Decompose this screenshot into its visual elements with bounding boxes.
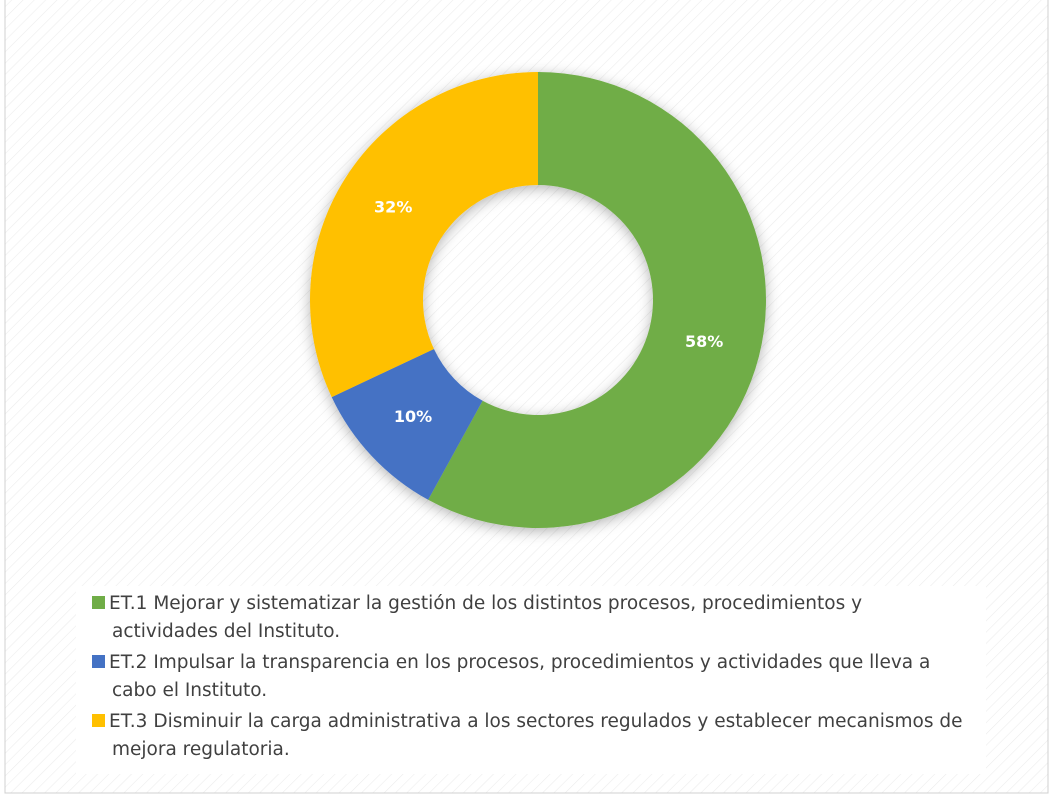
legend-item: ET.1 Mejorar y sistematizar la gestión d… [92, 590, 970, 646]
legend-item: ET.2 Impulsar la transparencia en los pr… [92, 649, 970, 705]
data-labels: 58% 10% 32% [374, 198, 723, 426]
donut-slice [331, 348, 483, 500]
legend-marker [92, 655, 105, 668]
legend-label: ET.3 Disminuir la carga administrativa a… [109, 711, 963, 760]
data-label: 58% [685, 332, 723, 351]
legend-label: ET.2 Impulsar la transparencia en los pr… [109, 652, 931, 701]
data-label: 10% [394, 407, 432, 426]
legend-label: ET.1 Mejorar y sistematizar la gestión d… [109, 593, 863, 642]
donut-slice [310, 72, 538, 398]
legend-marker [92, 714, 105, 727]
donut-slice [428, 72, 766, 528]
data-label: 32% [374, 198, 412, 217]
donut [310, 72, 766, 528]
legend-marker [92, 596, 105, 609]
legend-item: ET.3 Disminuir la carga administrativa a… [92, 708, 970, 764]
legend: ET.1 Mejorar y sistematizar la gestión d… [76, 586, 986, 774]
